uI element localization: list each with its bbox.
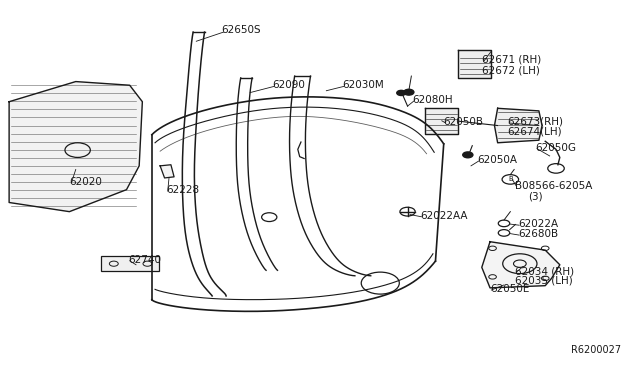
- Polygon shape: [9, 81, 142, 212]
- Text: 62740: 62740: [129, 255, 161, 265]
- Text: 62034 (RH): 62034 (RH): [515, 266, 575, 276]
- Text: 62090: 62090: [273, 80, 305, 90]
- Text: 62050E: 62050E: [490, 284, 529, 294]
- Text: 62672 (LH): 62672 (LH): [482, 65, 540, 76]
- Text: B: B: [508, 176, 513, 182]
- Text: 62050A: 62050A: [477, 155, 517, 165]
- Circle shape: [397, 90, 406, 96]
- Text: 62680B: 62680B: [518, 230, 558, 239]
- Text: 62035 (LH): 62035 (LH): [515, 275, 573, 285]
- Text: R6200027: R6200027: [572, 345, 621, 355]
- Polygon shape: [495, 108, 542, 143]
- Text: 62050B: 62050B: [444, 117, 484, 127]
- Text: 62674(LH): 62674(LH): [507, 126, 562, 136]
- Circle shape: [463, 152, 473, 158]
- Polygon shape: [482, 242, 560, 288]
- Polygon shape: [425, 108, 458, 134]
- Text: 62022AA: 62022AA: [420, 211, 468, 221]
- Text: (3): (3): [528, 191, 543, 201]
- Text: 62020: 62020: [69, 177, 102, 187]
- Text: 62030M: 62030M: [342, 80, 384, 90]
- Text: 62080H: 62080H: [412, 95, 452, 105]
- Circle shape: [404, 89, 414, 95]
- Text: 62671 (RH): 62671 (RH): [482, 55, 541, 65]
- Text: 62022A: 62022A: [518, 219, 558, 230]
- Text: 62050G: 62050G: [536, 142, 577, 153]
- Polygon shape: [160, 165, 174, 178]
- Text: 62673(RH): 62673(RH): [507, 117, 563, 127]
- Polygon shape: [458, 51, 492, 78]
- Text: B08566-6205A: B08566-6205A: [515, 181, 593, 191]
- Text: 62650S: 62650S: [221, 25, 261, 35]
- Bar: [101, 256, 159, 271]
- Text: 62228: 62228: [166, 185, 200, 195]
